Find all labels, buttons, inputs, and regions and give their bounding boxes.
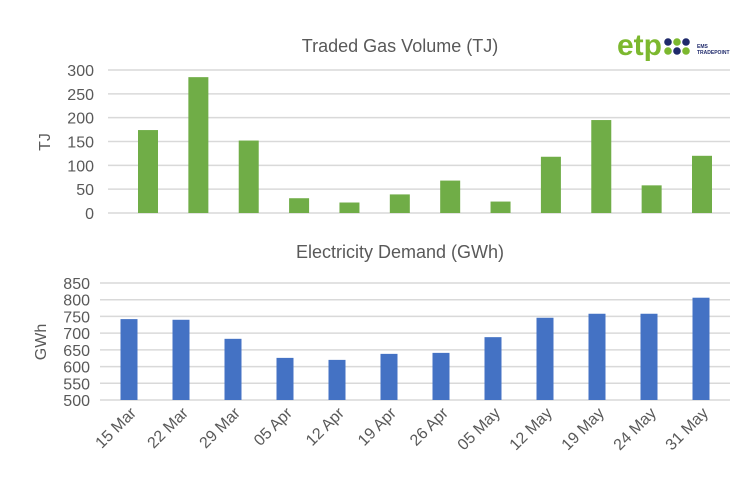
logo-subtext-2: TRADEPOINT [697, 50, 730, 56]
x-tick-label: 26 Apr [407, 404, 452, 449]
y-tick-label: 800 [63, 293, 90, 310]
x-tick-label: 05 May [455, 405, 504, 454]
y-tick-label: 500 [63, 393, 90, 410]
logo-dot [673, 38, 681, 46]
logo-dot [673, 47, 681, 55]
bar [120, 319, 138, 400]
bar [224, 338, 242, 400]
x-tick-label: 24 May [611, 405, 660, 454]
x-tick-label: 19 May [559, 405, 608, 454]
bar [432, 352, 450, 400]
bar [540, 156, 561, 213]
logo-dot [682, 47, 690, 55]
logo-dot [664, 47, 672, 55]
x-tick-label: 22 Mar [145, 404, 193, 452]
gas-chart-title: Traded Gas Volume (TJ) [302, 36, 498, 56]
bar [490, 201, 511, 213]
y-tick-label: 700 [63, 326, 90, 343]
y-tick-label: 650 [63, 343, 90, 360]
x-tick-label: 19 Apr [355, 404, 400, 449]
y-tick-label: 100 [67, 158, 94, 175]
electricity-chart-title: Electricity Demand (GWh) [296, 242, 504, 262]
logo-text: etp [617, 29, 662, 62]
x-tick-label: 12 May [507, 405, 556, 454]
bar [380, 353, 398, 400]
bar [692, 155, 712, 213]
bar [588, 313, 606, 400]
logo-dot [664, 38, 672, 46]
bar [138, 130, 158, 213]
electricity-y-axis-label: GWh [33, 324, 50, 360]
bar [339, 202, 360, 213]
y-tick-label: 600 [63, 360, 90, 377]
bar [172, 319, 190, 400]
y-tick-label: 250 [67, 87, 94, 104]
gas-y-axis-label: TJ [37, 133, 54, 151]
y-tick-label: 50 [76, 182, 94, 199]
bar [276, 357, 294, 400]
x-tick-label: 05 Apr [251, 404, 296, 449]
x-tick-label: 29 Mar [197, 404, 245, 452]
bar [389, 194, 410, 213]
y-tick-label: 0 [85, 206, 94, 223]
bar [536, 317, 554, 400]
logo-dot [682, 38, 690, 46]
y-tick-label: 200 [67, 111, 94, 128]
y-tick-label: 300 [67, 63, 94, 80]
x-tick-label: 31 May [663, 405, 712, 454]
bar [591, 120, 612, 213]
bar [289, 198, 310, 213]
etp-logo: etp EMS TRADEPOINT [617, 29, 730, 62]
bar [692, 297, 710, 400]
bar [640, 313, 658, 400]
y-tick-label: 850 [63, 276, 90, 293]
y-tick-label: 550 [63, 376, 90, 393]
y-tick-label: 150 [67, 135, 94, 152]
logo-subtext-1: EMS [697, 44, 709, 50]
x-tick-label: 15 Mar [93, 404, 141, 452]
bar [188, 77, 209, 214]
bar [238, 140, 259, 213]
y-tick-label: 750 [63, 309, 90, 326]
x-tick-label: 12 Apr [303, 404, 348, 449]
bar [440, 180, 461, 213]
bar [484, 337, 502, 400]
bar [641, 185, 662, 213]
bar [328, 359, 346, 400]
